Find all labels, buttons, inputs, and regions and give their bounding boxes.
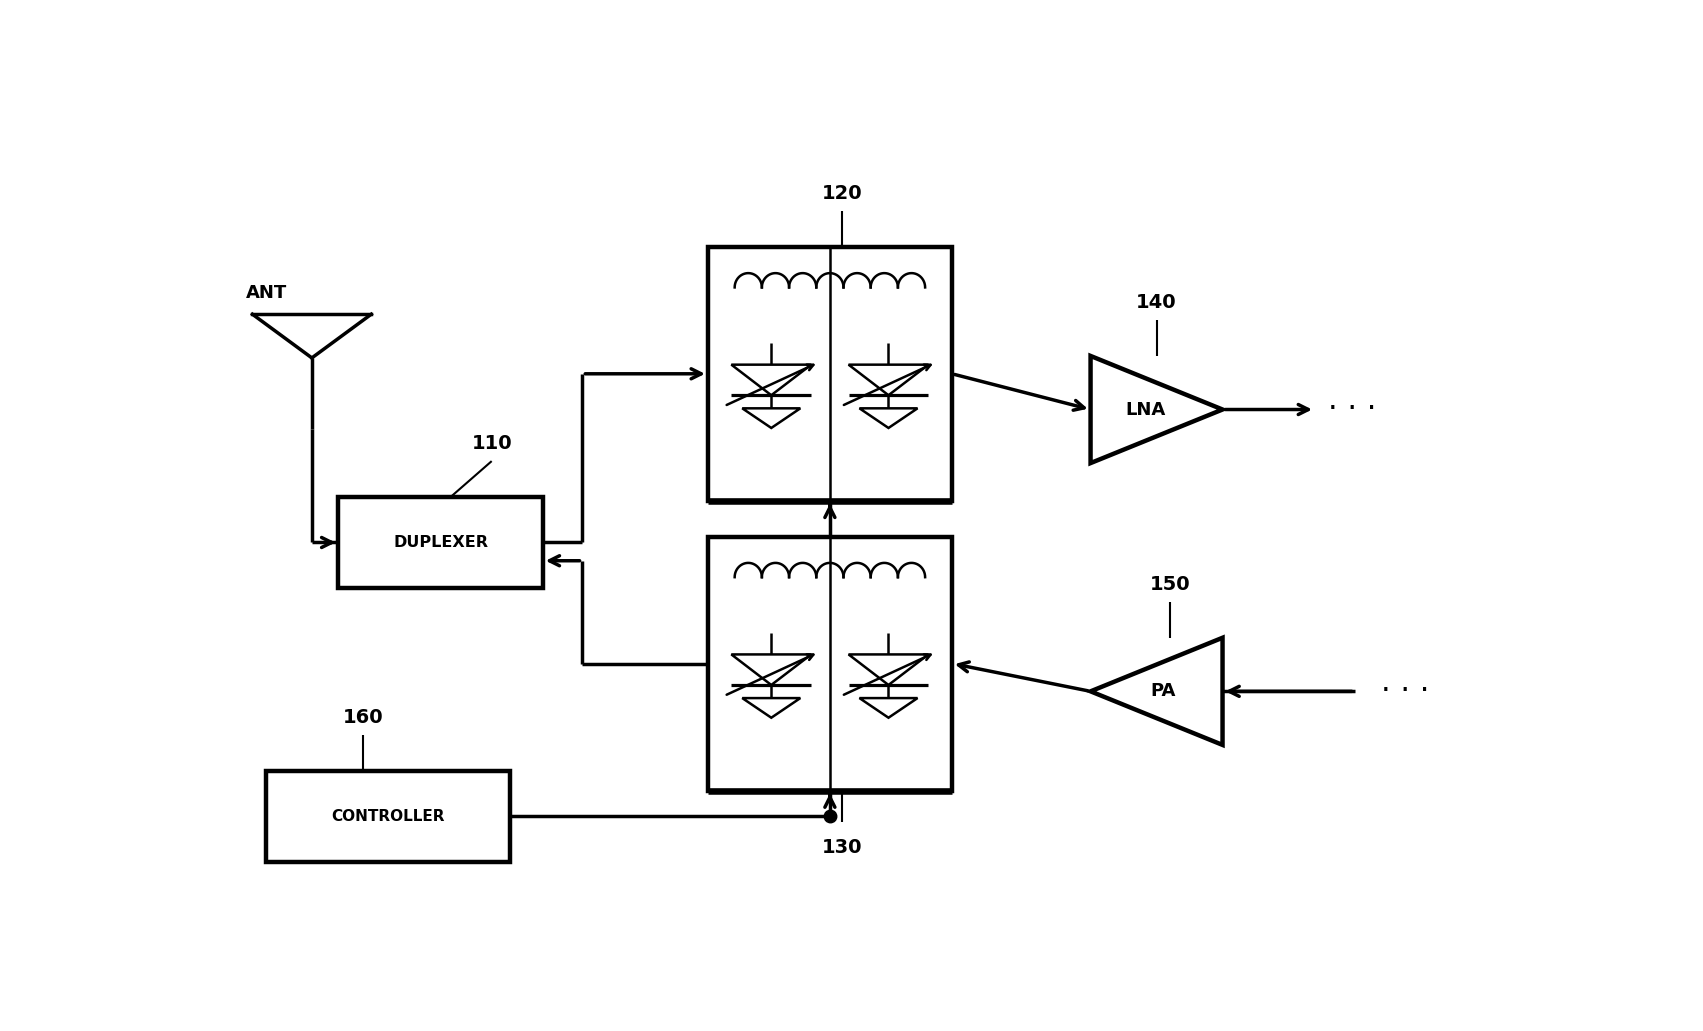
Text: LNA: LNA xyxy=(1126,400,1167,419)
Polygon shape xyxy=(860,408,918,428)
Polygon shape xyxy=(731,655,811,685)
Text: 150: 150 xyxy=(1150,575,1190,594)
Bar xyxy=(339,497,543,588)
Text: · · ·: · · · xyxy=(1328,395,1376,424)
Text: ANT: ANT xyxy=(245,285,288,302)
Text: 140: 140 xyxy=(1136,293,1177,312)
Bar xyxy=(708,536,952,791)
Polygon shape xyxy=(1090,356,1223,463)
Polygon shape xyxy=(743,408,800,428)
Text: PA: PA xyxy=(1151,683,1175,700)
Polygon shape xyxy=(743,698,800,718)
Text: CONTROLLER: CONTROLLER xyxy=(330,809,444,824)
Bar xyxy=(708,246,952,501)
Text: · · ·: · · · xyxy=(1381,676,1429,706)
Text: 110: 110 xyxy=(472,434,513,454)
Text: 120: 120 xyxy=(823,185,862,203)
Polygon shape xyxy=(731,365,811,395)
Polygon shape xyxy=(848,655,928,685)
Polygon shape xyxy=(860,698,918,718)
Text: DUPLEXER: DUPLEXER xyxy=(393,535,489,550)
Polygon shape xyxy=(1090,638,1223,745)
Text: 130: 130 xyxy=(823,838,862,857)
Bar xyxy=(266,771,509,862)
Polygon shape xyxy=(848,365,928,395)
Text: 160: 160 xyxy=(342,708,383,727)
